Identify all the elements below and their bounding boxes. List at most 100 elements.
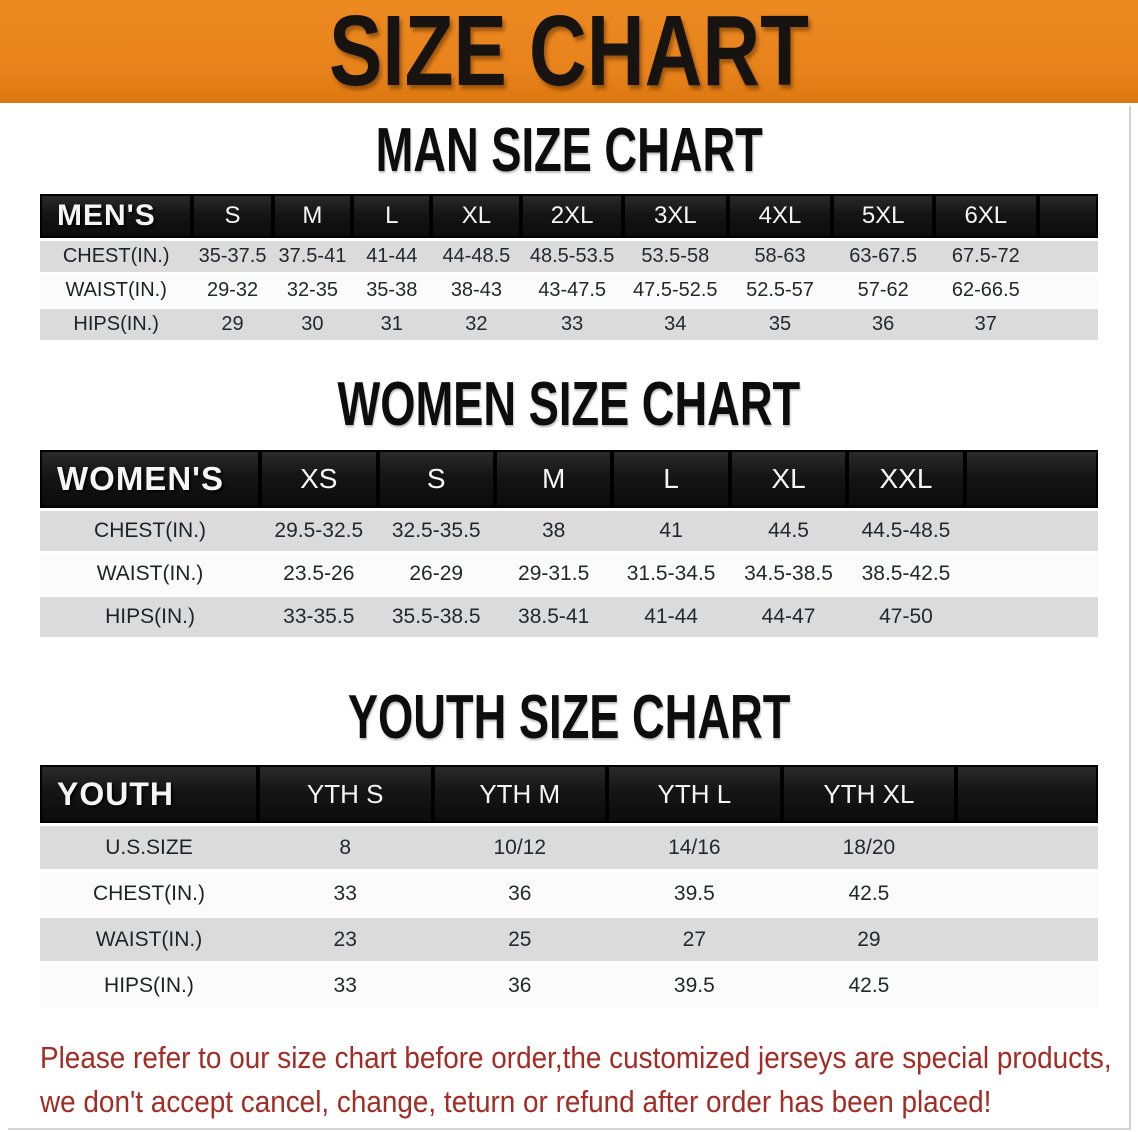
- table-row: CHEST(IN.) 35-37.5 37.5-41 41-44 44-48.5…: [40, 241, 1098, 272]
- size-cell: 47-50: [847, 597, 965, 637]
- row-label: WAIST(IN.): [40, 275, 193, 306]
- size-cell: 53.5-58: [622, 241, 728, 272]
- size-cell: 44.5: [729, 511, 848, 551]
- size-cell: 25: [432, 918, 608, 961]
- column-header: YTH S: [257, 765, 433, 823]
- size-cell: 39.5: [607, 964, 782, 1007]
- spacer-cell: [956, 918, 1098, 961]
- column-header: L: [352, 194, 432, 238]
- column-header: YTH XL: [781, 765, 957, 823]
- size-cell: 34.5-38.5: [729, 554, 848, 594]
- size-cell: 23: [257, 918, 433, 961]
- spacer-cell: [964, 554, 1098, 594]
- table-row: HIPS(IN.) 29 30 31 32 33 34 35 36 37: [40, 309, 1098, 340]
- size-cell: 18/20: [781, 826, 957, 869]
- youth-header-row: YOUTH YTH S YTH M YTH L YTH XL: [40, 765, 1098, 823]
- size-cell: 42.5: [781, 964, 957, 1007]
- size-cell: 38.5-41: [494, 597, 613, 637]
- row-label: CHEST(IN.): [40, 872, 258, 915]
- banner-title: SIZE CHART: [329, 0, 809, 107]
- size-cell: 35.5-38.5: [377, 597, 495, 637]
- size-cell: 37: [933, 309, 1038, 340]
- table-row: HIPS(IN.) 33-35.5 35.5-38.5 38.5-41 41-4…: [40, 597, 1098, 637]
- size-cell: 36: [432, 964, 608, 1007]
- table-row: U.S.SIZE 8 10/12 14/16 18/20: [40, 826, 1098, 869]
- column-header: YTH L: [607, 765, 782, 823]
- size-cell: 34: [622, 309, 728, 340]
- column-header: 3XL: [622, 194, 728, 238]
- size-cell: 58-63: [727, 241, 833, 272]
- size-cell: 36: [832, 309, 934, 340]
- column-header: XL: [729, 450, 848, 508]
- youth-section: YOUTH SIZE CHART YOUTH YTH S YTH M YTH L…: [0, 687, 1138, 1010]
- spacer-cell: [1037, 275, 1098, 306]
- column-header: 6XL: [933, 194, 1038, 238]
- size-cell: 30: [272, 309, 353, 340]
- men-size-table: MEN'S S M L XL 2XL 3XL 4XL 5XL 6XL CHEST…: [40, 191, 1098, 343]
- row-label: U.S.SIZE: [40, 826, 258, 869]
- size-cell: 44.5-48.5: [847, 511, 965, 551]
- spacer-cell: [956, 872, 1098, 915]
- size-cell: 37.5-41: [272, 241, 353, 272]
- size-cell: 67.5-72: [933, 241, 1038, 272]
- column-header: 5XL: [832, 194, 934, 238]
- table-row: HIPS(IN.) 33 36 39.5 42.5: [40, 964, 1098, 1007]
- men-header-label: MEN'S: [40, 194, 193, 238]
- size-cell: 36: [432, 872, 608, 915]
- size-cell: 33: [521, 309, 623, 340]
- size-cell: 62-66.5: [933, 275, 1038, 306]
- women-header-row: WOMEN'S XS S M L XL XXL: [40, 450, 1098, 508]
- size-cell: 29-31.5: [494, 554, 613, 594]
- women-header-label: WOMEN'S: [40, 450, 261, 508]
- size-cell: 33: [257, 964, 433, 1007]
- size-cell: 32.5-35.5: [377, 511, 495, 551]
- size-cell: 33: [257, 872, 433, 915]
- column-header: 2XL: [521, 194, 623, 238]
- size-cell: 35-37.5: [192, 241, 273, 272]
- spacer-cell: [1037, 309, 1098, 340]
- size-cell: 43-47.5: [521, 275, 623, 306]
- size-cell: 44-48.5: [431, 241, 522, 272]
- size-cell: 29-32: [192, 275, 273, 306]
- row-label: WAIST(IN.): [40, 554, 261, 594]
- size-cell: 38: [494, 511, 613, 551]
- table-row: WAIST(IN.) 23 25 27 29: [40, 918, 1098, 961]
- size-cell: 44-47: [729, 597, 848, 637]
- row-label: HIPS(IN.): [40, 597, 261, 637]
- women-section-title-text: WOMEN SIZE CHART: [337, 370, 801, 439]
- column-header: XL: [431, 194, 522, 238]
- size-cell: 29: [192, 309, 273, 340]
- table-row: CHEST(IN.) 33 36 39.5 42.5: [40, 872, 1098, 915]
- size-cell: 29: [781, 918, 957, 961]
- spacer-cell: [956, 826, 1098, 869]
- size-cell: 14/16: [607, 826, 782, 869]
- size-cell: 29.5-32.5: [260, 511, 378, 551]
- size-cell: 47.5-52.5: [622, 275, 728, 306]
- size-cell: 41-44: [612, 597, 730, 637]
- column-header: XXL: [847, 450, 965, 508]
- column-header: M: [272, 194, 353, 238]
- banner: SIZE CHART: [0, 0, 1138, 103]
- spacer-cell: [964, 450, 1098, 508]
- column-header: S: [192, 194, 273, 238]
- size-cell: 32: [431, 309, 522, 340]
- table-row: WAIST(IN.) 23.5-26 26-29 29-31.5 31.5-34…: [40, 554, 1098, 594]
- size-cell: 23.5-26: [260, 554, 378, 594]
- size-cell: 38-43: [431, 275, 522, 306]
- youth-size-table: YOUTH YTH S YTH M YTH L YTH XL U.S.SIZE …: [40, 762, 1098, 1010]
- size-cell: 39.5: [607, 872, 782, 915]
- size-cell: 10/12: [432, 826, 608, 869]
- spacer-cell: [964, 511, 1098, 551]
- column-header: S: [377, 450, 495, 508]
- row-label: WAIST(IN.): [40, 918, 258, 961]
- column-header: XS: [260, 450, 378, 508]
- size-cell: 38.5-42.5: [847, 554, 965, 594]
- size-cell: 41-44: [352, 241, 432, 272]
- women-size-table: WOMEN'S XS S M L XL XXL CHEST(IN.) 29.5-…: [40, 447, 1098, 640]
- row-label: CHEST(IN.): [40, 241, 193, 272]
- row-label: HIPS(IN.): [40, 964, 258, 1007]
- size-cell: 31.5-34.5: [612, 554, 730, 594]
- size-cell: 31: [352, 309, 432, 340]
- women-section: WOMEN SIZE CHART WOMEN'S XS S M L XL XXL: [0, 370, 1138, 640]
- size-cell: 42.5: [781, 872, 957, 915]
